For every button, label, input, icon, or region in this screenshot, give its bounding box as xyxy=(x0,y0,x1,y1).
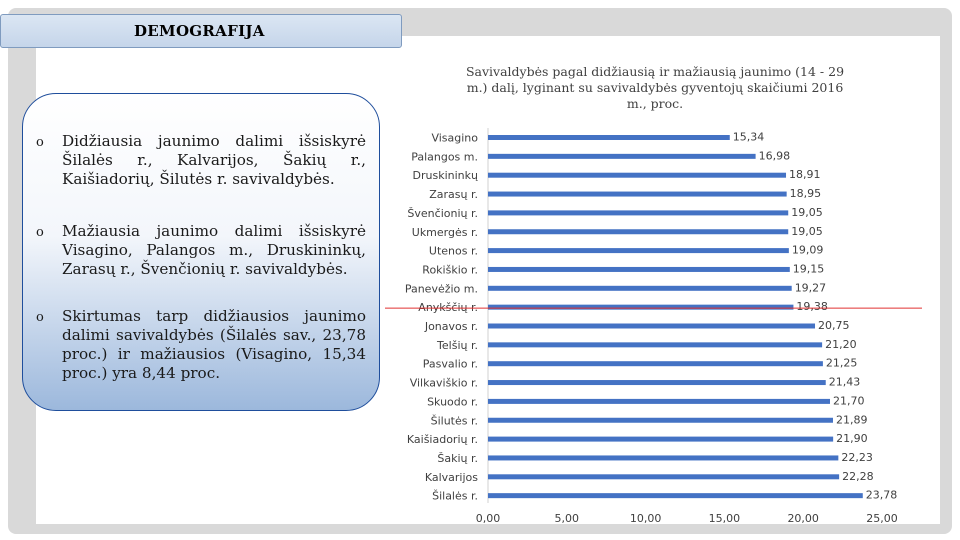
category-label: Švenčionių r. xyxy=(407,207,478,220)
value-label: 21,25 xyxy=(826,357,858,370)
value-label: 15,34 xyxy=(733,131,765,144)
value-label: 21,70 xyxy=(833,394,865,407)
category-label: Utenos r. xyxy=(429,245,478,258)
bar xyxy=(488,436,834,442)
bar xyxy=(488,493,863,499)
x-tick-label: 25,00 xyxy=(866,512,898,525)
value-label: 19,15 xyxy=(793,262,825,275)
category-label: Rokiškio r. xyxy=(422,263,478,276)
category-label: Kaišiadorių r. xyxy=(407,433,478,446)
value-label: 21,43 xyxy=(829,376,861,389)
slide-title-bar: DEMOGRAFIJA xyxy=(0,14,402,48)
x-tick-label: 0,00 xyxy=(476,512,501,525)
bar xyxy=(488,172,787,178)
bullet-item: o Skirtumas tarp didžiausios jaunimo dal… xyxy=(36,307,366,383)
category-label: Zarasų r. xyxy=(429,188,478,201)
bullet-text: Didžiausia jaunimo dalimi išsiskyrė Šila… xyxy=(62,132,366,188)
category-label: Vilkaviškio r. xyxy=(410,377,478,390)
bullet-item: o Mažiausia jaunimo dalimi išsiskyrė Vis… xyxy=(36,222,366,279)
value-label: 23,78 xyxy=(866,489,898,502)
bar xyxy=(488,266,790,272)
bar xyxy=(488,229,789,235)
category-label: Šakių r. xyxy=(437,452,478,465)
value-label: 19,05 xyxy=(791,206,823,219)
value-label: 18,95 xyxy=(790,187,822,200)
bar xyxy=(488,455,839,461)
value-label: 19,38 xyxy=(796,300,828,313)
x-tick-label: 10,00 xyxy=(630,512,662,525)
bullet-item: o Didžiausia jaunimo dalimi išsiskyrė Ši… xyxy=(36,132,366,189)
bar xyxy=(488,191,787,197)
bar xyxy=(488,210,789,216)
bar xyxy=(488,135,730,140)
bullet-box xyxy=(22,93,380,411)
category-label: Jonavos r. xyxy=(424,320,478,333)
value-label: 18,91 xyxy=(789,168,821,181)
bullet-marker: o xyxy=(36,225,44,240)
bar xyxy=(488,323,816,329)
bar xyxy=(488,285,792,291)
value-label: 20,75 xyxy=(818,319,850,332)
value-label: 19,05 xyxy=(791,225,823,238)
bullet-marker: o xyxy=(36,135,44,150)
value-label: 22,28 xyxy=(842,470,874,483)
category-label: Ukmergės r. xyxy=(412,226,478,239)
bar xyxy=(488,398,830,404)
value-label: 22,23 xyxy=(841,451,873,464)
bullet-text: Mažiausia jaunimo dalimi išsiskyrė Visag… xyxy=(62,222,366,278)
value-label: 19,27 xyxy=(795,281,827,294)
category-label: Pasvalio r. xyxy=(423,358,478,371)
category-label: Druskininkų xyxy=(413,169,478,182)
category-label: Palangos m. xyxy=(411,150,478,163)
category-label: Kalvarijos xyxy=(425,471,478,484)
category-label: Skuodo r. xyxy=(427,395,478,408)
category-label: Visagino xyxy=(431,132,478,145)
value-label: 21,20 xyxy=(825,338,857,351)
bar xyxy=(488,361,823,367)
value-label: 21,90 xyxy=(836,432,868,445)
value-label: 19,09 xyxy=(792,244,824,257)
bar xyxy=(488,380,826,386)
category-label: Telšių r. xyxy=(436,339,478,352)
bar xyxy=(488,248,789,254)
bar xyxy=(488,153,756,159)
bar xyxy=(488,417,833,423)
bullet-marker: o xyxy=(36,310,44,325)
value-label: 16,98 xyxy=(759,149,791,162)
bullet-text: Skirtumas tarp didžiausios jaunimo dalim… xyxy=(62,307,366,382)
bar xyxy=(488,342,823,348)
slide-title: DEMOGRAFIJA xyxy=(134,22,265,40)
bar xyxy=(488,304,794,310)
bar xyxy=(488,474,840,480)
value-label: 21,89 xyxy=(836,413,868,426)
x-tick-label: 5,00 xyxy=(555,512,580,525)
chart-title: Savivaldybės pagal didžiausią ir mažiaus… xyxy=(465,64,845,111)
x-tick-label: 20,00 xyxy=(787,512,819,525)
category-label: Panevėžio m. xyxy=(405,282,478,295)
category-label: Šilalės r. xyxy=(432,490,478,503)
x-tick-label: 15,00 xyxy=(709,512,741,525)
category-label: Šilutės r. xyxy=(431,414,478,427)
